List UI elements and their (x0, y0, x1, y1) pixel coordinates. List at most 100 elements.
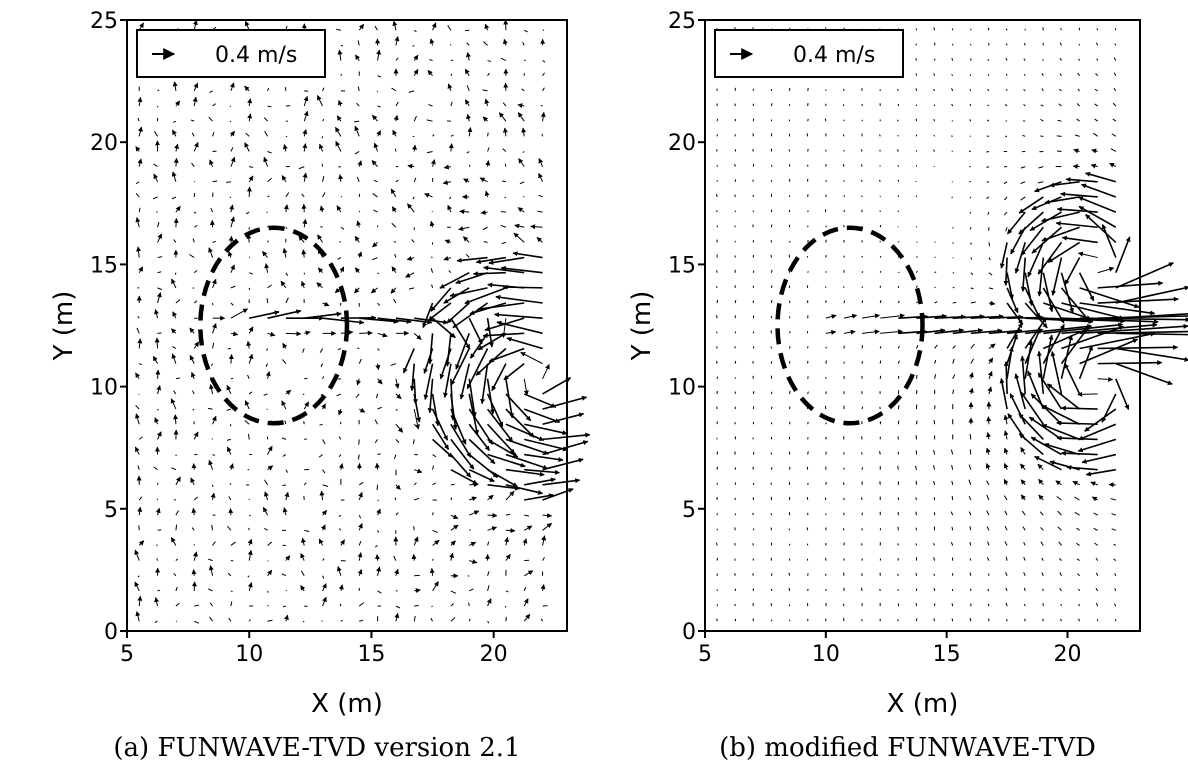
velocity-vector (503, 362, 525, 381)
velocity-vector (524, 468, 560, 475)
velocity-vector (432, 134, 435, 137)
velocity-vector (542, 513, 553, 519)
velocity-vector (968, 479, 972, 486)
y-tick-label: 20 (668, 131, 696, 156)
velocity-vector (1113, 87, 1117, 92)
velocity-vector (319, 490, 325, 501)
velocity-vector (1061, 322, 1158, 335)
velocity-vector (152, 196, 158, 200)
velocity-vector (1064, 257, 1081, 285)
velocity-vector (752, 437, 754, 440)
velocity-vector (1038, 494, 1044, 501)
velocity-vector (1060, 405, 1098, 411)
velocity-vector (189, 254, 195, 258)
velocity-vector (502, 127, 508, 137)
velocity-vector (789, 346, 791, 349)
velocity-vector (1115, 285, 1188, 304)
velocity-vector (134, 581, 140, 592)
y-tick-label: 0 (104, 620, 118, 645)
velocity-vector (413, 177, 417, 182)
velocity-vector (1095, 557, 1099, 561)
velocity-vector (480, 363, 489, 405)
velocity-vector (1114, 573, 1117, 576)
velocity-vector (357, 568, 363, 576)
velocity-vector (230, 590, 233, 592)
velocity-vector (861, 179, 863, 182)
velocity-vector (266, 348, 268, 351)
velocity-vector (498, 112, 507, 122)
velocity-vector (395, 101, 399, 107)
velocity-vector (542, 457, 584, 471)
velocity-vector (486, 393, 504, 428)
velocity-vector (1037, 181, 1044, 184)
velocity-vector (1003, 414, 1009, 425)
velocity-vector (431, 408, 449, 441)
velocity-vector (190, 119, 195, 122)
velocity-vector (172, 311, 177, 319)
velocity-vector (154, 596, 160, 607)
velocity-vector (192, 238, 195, 243)
velocity-vector (1006, 618, 1008, 622)
velocity-vector (376, 566, 381, 576)
velocity-vector (267, 195, 270, 198)
velocity-vector (227, 251, 233, 258)
velocity-vector (281, 400, 287, 410)
velocity-vector (951, 618, 954, 622)
velocity-vector (175, 100, 181, 107)
velocity-vector (466, 42, 470, 46)
velocity-vector (986, 431, 991, 440)
velocity-vector (934, 301, 938, 304)
velocity-vector (336, 205, 342, 213)
velocity-vector (524, 59, 527, 62)
velocity-vector (1057, 119, 1062, 122)
velocity-vector (171, 278, 177, 289)
velocity-vector (466, 348, 489, 390)
velocity-vector (487, 620, 490, 624)
velocity-vector (136, 246, 141, 258)
velocity-vector (285, 226, 288, 230)
velocity-vector (300, 280, 306, 289)
velocity-vector (1061, 317, 1159, 325)
velocity-vector (1034, 455, 1062, 471)
velocity-vector (1047, 383, 1081, 410)
velocity-vector (356, 102, 360, 107)
velocity-vector (861, 300, 864, 304)
velocity-vector (450, 134, 454, 137)
velocity-vector (491, 363, 507, 392)
velocity-vector (356, 176, 360, 182)
velocity-vector (952, 345, 956, 349)
velocity-vector (194, 620, 200, 624)
velocity-vector (1091, 148, 1098, 154)
velocity-vector (139, 363, 143, 366)
velocity-vector (395, 393, 402, 400)
velocity-vector (513, 232, 525, 243)
velocity-vector (336, 28, 341, 31)
velocity-vector (432, 438, 454, 458)
velocity-vector (464, 68, 470, 76)
velocity-vector (970, 272, 974, 276)
velocity-vector (1059, 618, 1062, 622)
velocity-vector (267, 465, 274, 471)
velocity-vector (267, 445, 273, 455)
velocity-vector (494, 312, 543, 319)
velocity-vector (267, 240, 269, 243)
velocity-vector (916, 241, 918, 243)
velocity-vector (897, 405, 900, 410)
velocity-vector (1005, 556, 1008, 561)
velocity-vector (138, 126, 143, 137)
velocity-vector (496, 320, 543, 335)
y-tick-label: 25 (668, 9, 696, 34)
velocity-vector (986, 150, 990, 153)
velocity-vector (500, 57, 507, 62)
velocity-vector (933, 118, 936, 122)
velocity-vector (320, 393, 323, 396)
velocity-vector (372, 257, 378, 261)
velocity-vector (356, 378, 362, 386)
velocity-vector (987, 58, 990, 61)
velocity-vector (208, 459, 214, 470)
velocity-vector (770, 269, 773, 273)
velocity-vector (968, 387, 974, 395)
velocity-vector (1020, 494, 1026, 501)
